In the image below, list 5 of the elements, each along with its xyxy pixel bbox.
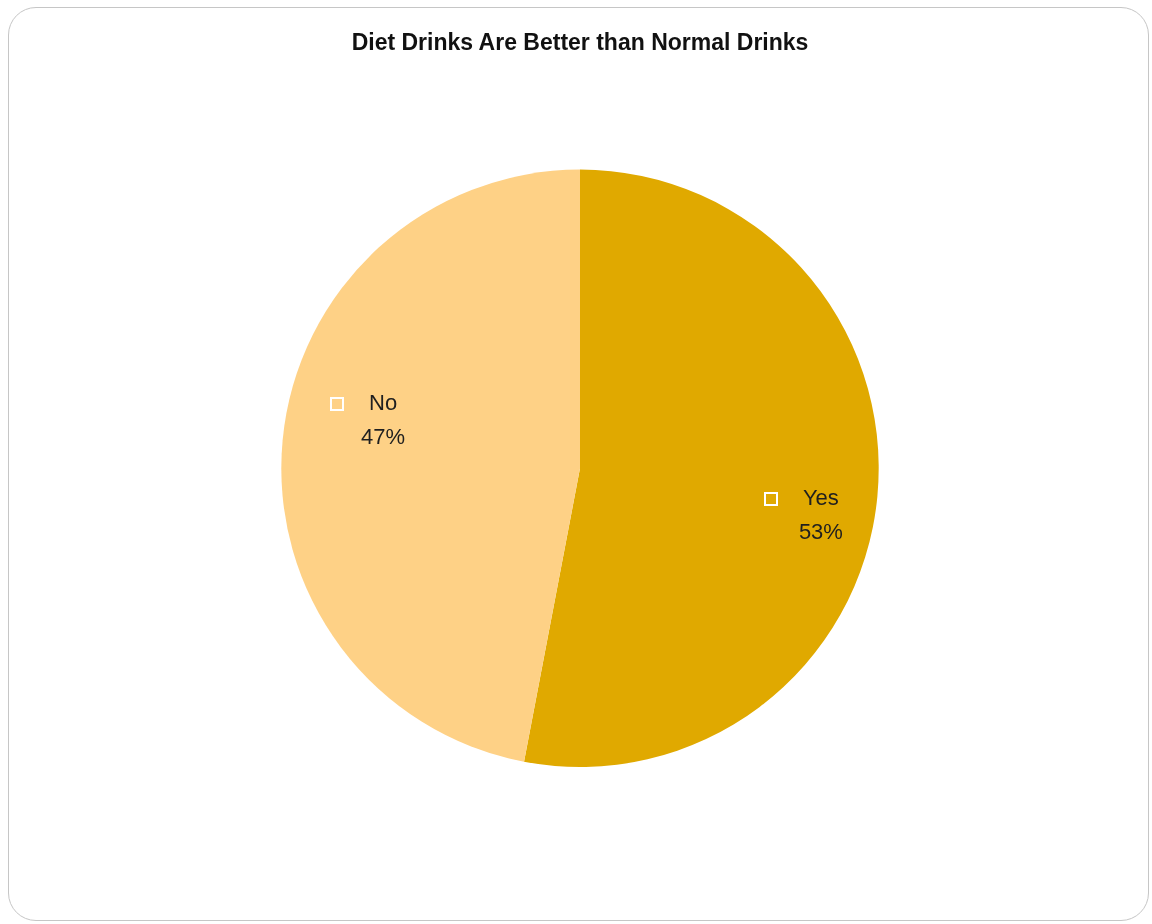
- data-label: 53%: [798, 518, 843, 544]
- data-label: 47%: [361, 423, 406, 449]
- chart-title: Diet Drinks Are Better than Normal Drinks: [351, 29, 809, 56]
- slice-label: No: [369, 389, 398, 415]
- slice-label: Yes: [802, 484, 839, 510]
